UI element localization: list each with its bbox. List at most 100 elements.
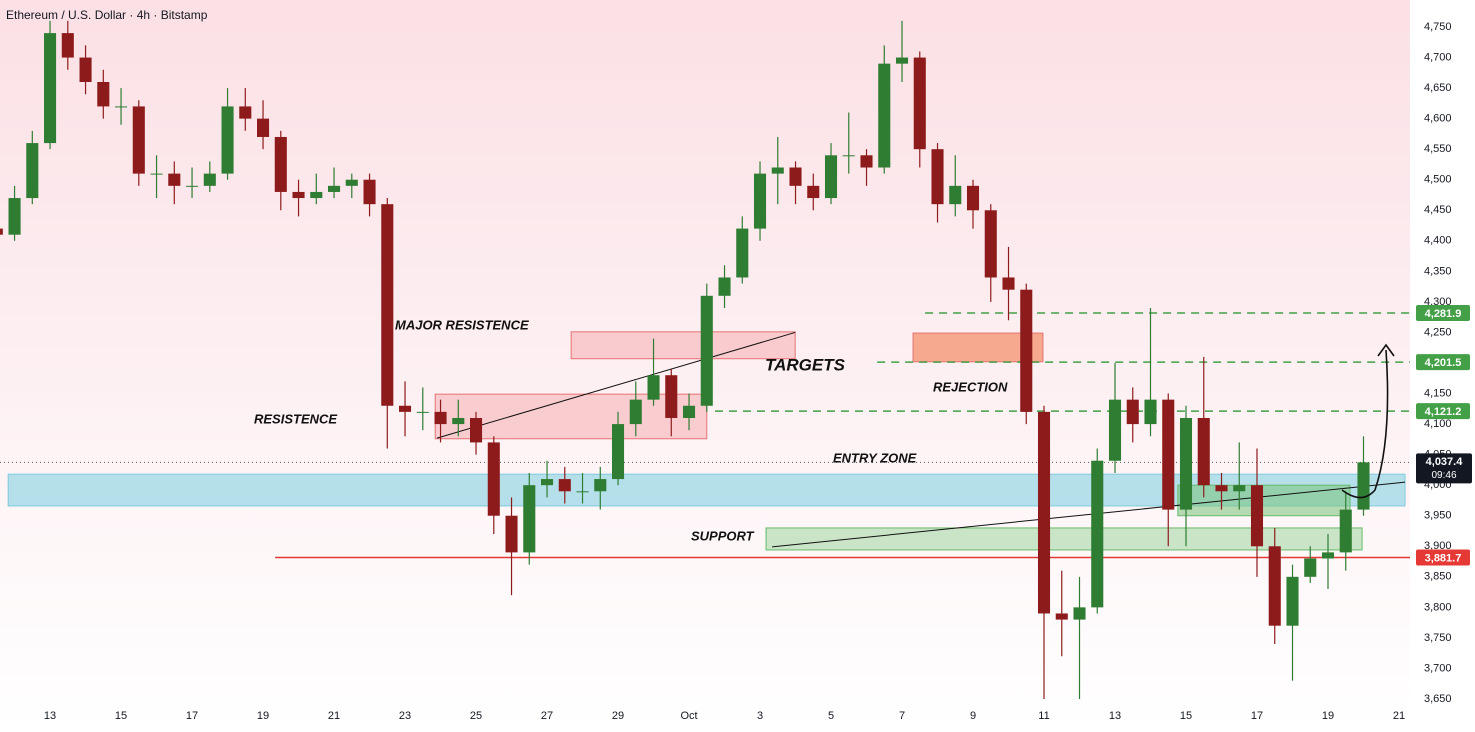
y-tick-label: 4,100 [1424, 418, 1452, 430]
x-tick-label: 25 [470, 710, 482, 722]
candle-body [540, 479, 554, 486]
candle-body [966, 185, 980, 211]
annotation: TARGETS [765, 355, 846, 374]
candle-body [150, 173, 163, 175]
y-tick-label: 3,900 [1424, 540, 1452, 552]
candle-body [1020, 289, 1033, 412]
candle-body [700, 295, 713, 406]
annotation: MAJOR RESISTENCE [395, 317, 529, 332]
candle-body [736, 228, 749, 278]
candle-body [44, 33, 57, 144]
candle-body [860, 155, 873, 168]
candle-body [257, 118, 270, 137]
chart-title: Ethereum / U.S. Dollar · 4h · Bitstamp [6, 8, 208, 22]
candle-body [452, 417, 465, 425]
annotation: REJECTION [933, 379, 1008, 394]
x-tick-label: 29 [612, 710, 624, 722]
candle-body [0, 228, 3, 235]
candle-body [1321, 552, 1335, 559]
candle-body [416, 411, 429, 413]
countdown: 09:46 [1431, 470, 1456, 481]
candle-body [807, 185, 820, 199]
x-tick-label: 5 [828, 710, 834, 722]
trendline [436, 331, 796, 439]
price-tag [1416, 304, 1470, 321]
candle-body [523, 485, 536, 553]
y-tick-label: 4,300 [1424, 296, 1452, 308]
y-tick-label: 3,800 [1424, 601, 1452, 613]
candle-body [168, 173, 181, 186]
candle-body [274, 136, 287, 192]
x-tick-label: 21 [1393, 710, 1405, 722]
x-tick-label: 13 [1109, 710, 1121, 722]
candle-body [1002, 277, 1015, 290]
y-tick-label: 4,550 [1424, 143, 1452, 155]
y-tick-label: 4,450 [1424, 204, 1452, 216]
y-tick-label: 4,500 [1424, 174, 1452, 186]
candle-body [949, 185, 962, 205]
x-tick-label: 21 [328, 710, 340, 722]
candle-body [97, 81, 110, 107]
candle-body [1055, 613, 1068, 620]
price-tag-label: 4,121.2 [1425, 406, 1462, 418]
candle-body [292, 191, 305, 199]
annotation: SUPPORT [691, 528, 755, 543]
x-tick-label: 17 [1251, 710, 1263, 722]
candle-body [1162, 399, 1175, 510]
candle-body [434, 411, 447, 425]
candle-body [79, 57, 92, 82]
candle-body [1108, 399, 1122, 461]
candle-body [1126, 399, 1139, 425]
candle-body [8, 198, 21, 235]
x-tick-label: 15 [115, 710, 127, 722]
candle-body [186, 185, 199, 187]
candle-body [594, 479, 607, 492]
candle-body [665, 375, 678, 418]
price-tag-label: 4,037.4 [1426, 456, 1464, 468]
candle-body [753, 173, 767, 229]
y-tick-label: 4,750 [1424, 21, 1452, 33]
candle-body [345, 179, 358, 186]
x-tick-label: 9 [970, 710, 976, 722]
zone [765, 527, 1363, 551]
y-tick-label: 4,400 [1424, 235, 1452, 247]
y-tick-label: 4,650 [1424, 82, 1452, 94]
y-tick-label: 3,650 [1424, 693, 1452, 705]
y-tick-label: 4,350 [1424, 265, 1452, 277]
candle-body [221, 106, 234, 174]
candle-body [203, 173, 216, 186]
annotation: ENTRY ZONE [833, 450, 917, 465]
candle-body [363, 179, 376, 205]
candle-body [1037, 411, 1051, 614]
candle-body [647, 375, 660, 400]
x-tick-label: 19 [257, 710, 269, 722]
candle-body [1197, 417, 1210, 486]
candle-body [878, 63, 891, 168]
price-tag-label: 4,201.5 [1425, 357, 1462, 369]
price-tag [1416, 354, 1470, 371]
candle-body [1339, 509, 1352, 553]
candle-body [381, 204, 394, 406]
candle-body [1215, 485, 1228, 492]
x-tick-label: 13 [44, 710, 56, 722]
candle-body [1091, 460, 1104, 608]
price-tag-label: 3,881.7 [1425, 552, 1462, 564]
candle-body [1286, 576, 1299, 626]
price-tag [1416, 453, 1472, 484]
candle-body [558, 479, 571, 492]
candle-body [611, 424, 625, 480]
y-tick-label: 4,600 [1424, 113, 1452, 125]
arrow [1341, 349, 1389, 499]
candle-body [487, 442, 500, 516]
candle-body [842, 155, 855, 157]
x-tick-label: 27 [541, 710, 553, 722]
price-tag [1416, 403, 1470, 420]
y-tick-label: 3,950 [1424, 510, 1452, 522]
candle-body [328, 185, 341, 192]
y-tick-label: 4,700 [1424, 51, 1452, 63]
y-tick-label: 3,700 [1424, 662, 1452, 674]
candle-body [824, 155, 838, 199]
price-tag-label: 4,281.9 [1425, 308, 1462, 320]
x-tick-label: 23 [399, 710, 411, 722]
